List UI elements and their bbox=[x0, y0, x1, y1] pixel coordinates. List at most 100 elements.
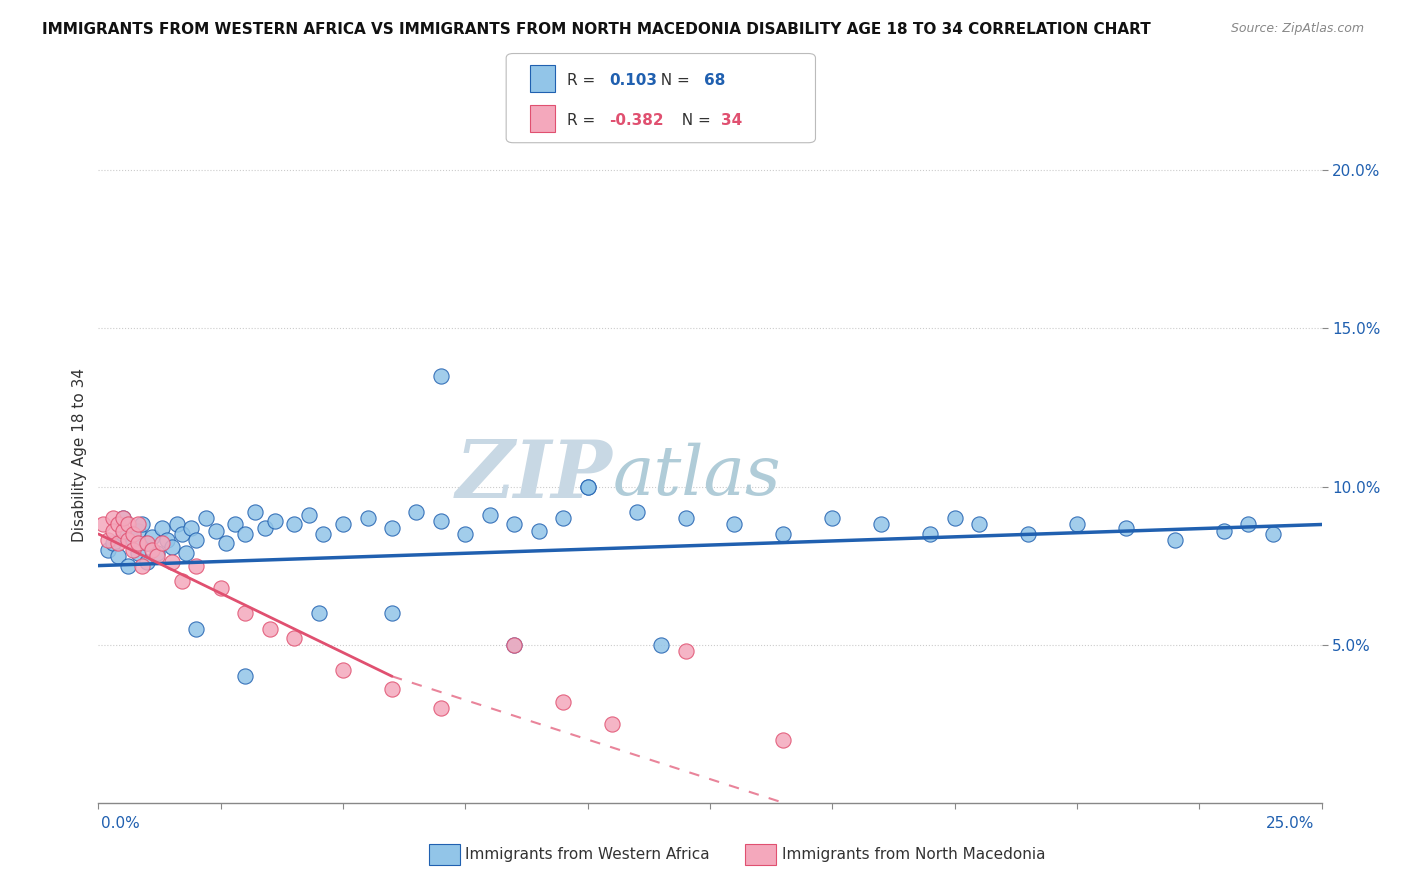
Text: ZIP: ZIP bbox=[456, 437, 612, 515]
Point bbox=[405, 505, 427, 519]
Point bbox=[166, 517, 188, 532]
Point bbox=[503, 638, 526, 652]
Point bbox=[527, 524, 550, 538]
Point bbox=[214, 536, 236, 550]
Point bbox=[131, 517, 153, 532]
Text: 0.0%: 0.0% bbox=[101, 816, 141, 831]
Point bbox=[186, 533, 208, 548]
Point bbox=[91, 517, 114, 532]
Point bbox=[150, 521, 173, 535]
Point bbox=[160, 556, 183, 570]
Point bbox=[121, 542, 143, 557]
Point bbox=[121, 533, 143, 548]
Point bbox=[381, 681, 404, 696]
Point bbox=[308, 606, 330, 620]
Point bbox=[117, 533, 139, 548]
Point bbox=[117, 558, 139, 573]
Point bbox=[176, 546, 198, 560]
Point bbox=[870, 517, 893, 532]
Point bbox=[101, 511, 124, 525]
Point bbox=[675, 511, 697, 525]
Text: Source: ZipAtlas.com: Source: ZipAtlas.com bbox=[1230, 22, 1364, 36]
Point bbox=[430, 368, 453, 383]
Point bbox=[127, 517, 149, 532]
Point bbox=[821, 511, 844, 525]
Text: 68: 68 bbox=[704, 73, 725, 88]
Point bbox=[97, 542, 120, 557]
Point bbox=[141, 542, 163, 557]
Point bbox=[263, 514, 285, 528]
Point bbox=[1164, 533, 1187, 548]
Point bbox=[381, 606, 404, 620]
Point bbox=[127, 536, 149, 550]
Point bbox=[772, 527, 794, 541]
Point bbox=[195, 511, 218, 525]
Point bbox=[381, 521, 404, 535]
Point bbox=[150, 536, 173, 550]
Point bbox=[224, 517, 246, 532]
Point bbox=[943, 511, 966, 525]
Point bbox=[233, 669, 256, 683]
Text: 25.0%: 25.0% bbox=[1267, 816, 1315, 831]
Point bbox=[967, 517, 990, 532]
Point bbox=[243, 505, 266, 519]
Point bbox=[503, 517, 526, 532]
Point bbox=[576, 479, 599, 493]
Point bbox=[111, 527, 134, 541]
Point bbox=[1237, 517, 1260, 532]
Point bbox=[107, 549, 129, 563]
Point bbox=[111, 524, 134, 538]
Text: Immigrants from North Macedonia: Immigrants from North Macedonia bbox=[782, 847, 1045, 862]
Point bbox=[127, 546, 149, 560]
Text: -0.382: -0.382 bbox=[609, 113, 664, 128]
Point bbox=[430, 514, 453, 528]
Point bbox=[1212, 524, 1234, 538]
Point bbox=[650, 638, 672, 652]
Point bbox=[107, 517, 129, 532]
Point bbox=[233, 606, 256, 620]
Text: IMMIGRANTS FROM WESTERN AFRICA VS IMMIGRANTS FROM NORTH MACEDONIA DISABILITY AGE: IMMIGRANTS FROM WESTERN AFRICA VS IMMIGR… bbox=[42, 22, 1152, 37]
Point bbox=[101, 536, 124, 550]
Point bbox=[312, 527, 335, 541]
Point bbox=[107, 536, 129, 550]
Text: Immigrants from Western Africa: Immigrants from Western Africa bbox=[465, 847, 710, 862]
Point bbox=[136, 556, 159, 570]
Point bbox=[626, 505, 648, 519]
Point bbox=[205, 524, 228, 538]
Point bbox=[136, 536, 159, 550]
Point bbox=[1115, 521, 1137, 535]
Point bbox=[136, 536, 159, 550]
Point bbox=[186, 622, 208, 636]
Point bbox=[131, 558, 153, 573]
Point bbox=[723, 517, 745, 532]
Point bbox=[920, 527, 942, 541]
Point bbox=[259, 622, 281, 636]
Point bbox=[141, 530, 163, 544]
Point bbox=[454, 527, 477, 541]
Text: 0.103: 0.103 bbox=[609, 73, 657, 88]
Point bbox=[356, 511, 378, 525]
Point bbox=[111, 511, 134, 525]
Point bbox=[1017, 527, 1039, 541]
Point bbox=[430, 701, 453, 715]
Point bbox=[675, 644, 697, 658]
Point bbox=[253, 521, 276, 535]
Text: R =: R = bbox=[567, 113, 600, 128]
Point bbox=[111, 511, 134, 525]
Point bbox=[1066, 517, 1088, 532]
Point bbox=[146, 546, 169, 560]
Point bbox=[503, 638, 526, 652]
Point bbox=[553, 511, 575, 525]
Point bbox=[146, 549, 169, 563]
Y-axis label: Disability Age 18 to 34: Disability Age 18 to 34 bbox=[72, 368, 87, 542]
Text: N =: N = bbox=[672, 113, 716, 128]
Point bbox=[117, 517, 139, 532]
Point bbox=[209, 581, 232, 595]
Point bbox=[1261, 527, 1284, 541]
Point bbox=[170, 527, 193, 541]
Point bbox=[600, 716, 623, 731]
Point bbox=[332, 517, 354, 532]
Point bbox=[772, 732, 794, 747]
Text: atlas: atlas bbox=[612, 442, 780, 509]
Text: 34: 34 bbox=[721, 113, 742, 128]
